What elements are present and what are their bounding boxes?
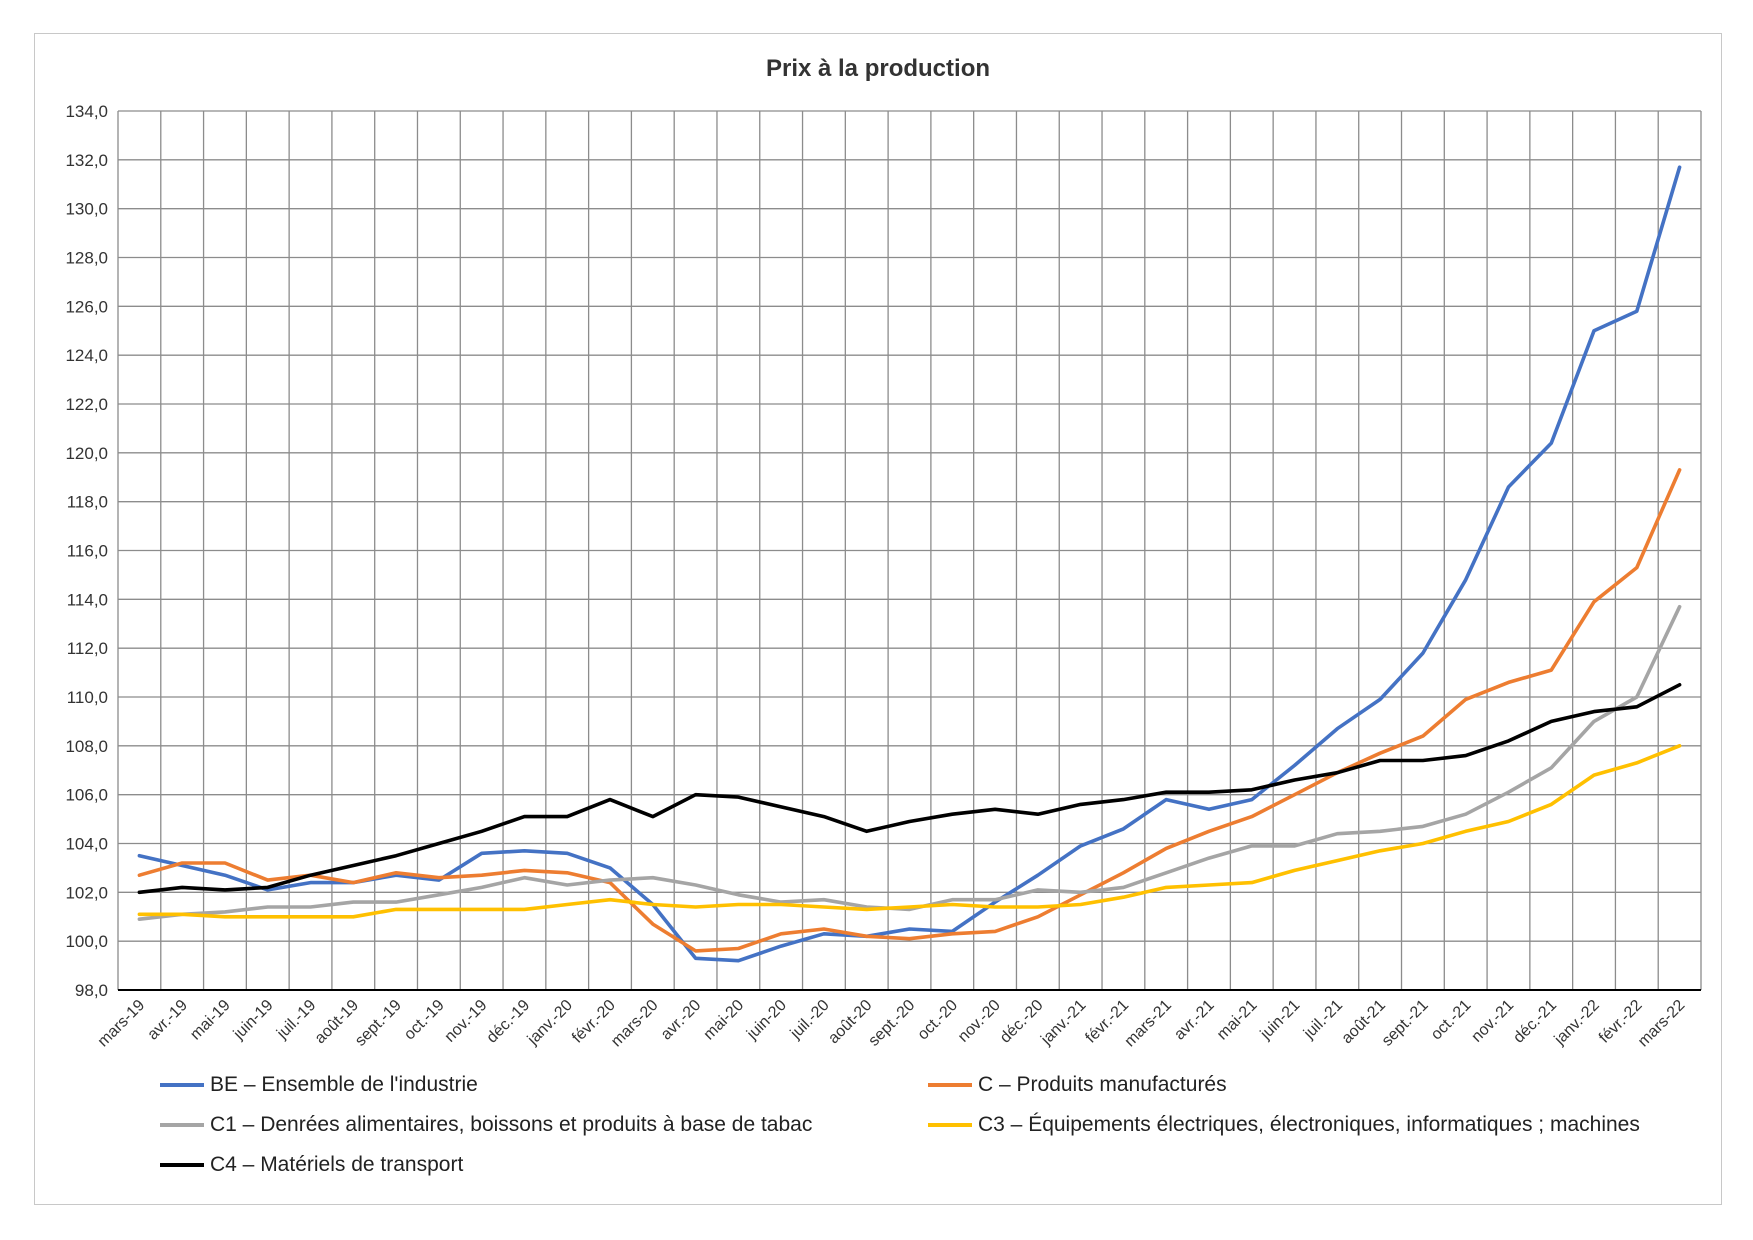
series-layer xyxy=(137,165,1682,963)
x-tick-label: oct.-20 xyxy=(914,997,961,1044)
x-tick-label: avr.-21 xyxy=(1171,997,1218,1044)
y-tick-label: 108,0 xyxy=(65,737,108,756)
y-tick-label: 112,0 xyxy=(67,639,108,658)
x-tick-label: déc.-19 xyxy=(484,997,534,1047)
y-tick-label: 100,0 xyxy=(65,932,108,951)
legend-label: C4 – Matériels de transport xyxy=(210,1153,464,1176)
x-axis-ticks: mars-19avr.-19mai-19juin-19juil.-19août-… xyxy=(95,997,1689,1051)
x-tick-label: mai-19 xyxy=(187,997,234,1044)
x-tick-label: nov.-20 xyxy=(955,997,1004,1046)
x-tick-label: mars-19 xyxy=(95,997,149,1051)
x-tick-label: janv.-22 xyxy=(1551,997,1603,1049)
legend-item-0: BE – Ensemble de l'industrie xyxy=(160,1073,478,1097)
y-tick-label: 130,0 xyxy=(65,200,108,219)
legend-label: C1 – Denrées alimentaires, boissons et p… xyxy=(210,1113,813,1136)
x-tick-label: juin-19 xyxy=(230,997,277,1044)
legend-item-2: C1 – Denrées alimentaires, boissons et p… xyxy=(160,1113,812,1137)
legend-label: C3 – Équipements électriques, électroniq… xyxy=(978,1113,1640,1136)
series-line-2 xyxy=(137,604,1682,922)
x-tick-label: déc.-21 xyxy=(1510,997,1560,1047)
x-tick-label: janv.-20 xyxy=(524,997,576,1049)
chart-frame xyxy=(34,33,1722,1205)
x-tick-label: nov.-21 xyxy=(1468,997,1517,1046)
legend-item-4: C4 – Matériels de transport xyxy=(160,1153,463,1177)
x-tick-label: mars-21 xyxy=(1122,997,1176,1051)
x-tick-label: juin-20 xyxy=(743,997,790,1044)
x-tick-label: sept.-21 xyxy=(1379,997,1432,1050)
y-tick-label: 106,0 xyxy=(65,786,108,805)
series-line-1 xyxy=(137,468,1682,953)
y-tick-label: 134,0 xyxy=(65,102,108,121)
x-tick-label: janv.-21 xyxy=(1037,997,1089,1049)
legend-item-3: C3 – Équipements électriques, électroniq… xyxy=(928,1113,1640,1137)
legend-label: BE – Ensemble de l'industrie xyxy=(210,1073,478,1096)
y-tick-label: 126,0 xyxy=(65,297,108,316)
x-tick-label: sept.-19 xyxy=(352,997,405,1050)
x-tick-label: avr.-19 xyxy=(144,997,191,1044)
y-tick-label: 102,0 xyxy=(65,883,108,902)
x-tick-label: déc.-20 xyxy=(997,997,1047,1047)
y-tick-label: 116,0 xyxy=(67,542,108,561)
legend-label: C – Produits manufacturés xyxy=(978,1073,1227,1096)
x-tick-label: sept.-20 xyxy=(865,997,918,1050)
x-tick-label: oct.-21 xyxy=(1428,997,1475,1044)
legend-swatch xyxy=(928,1083,972,1087)
x-tick-label: nov.-19 xyxy=(442,997,491,1046)
x-tick-label: avr.-20 xyxy=(658,997,705,1044)
x-tick-label: mars-22 xyxy=(1635,997,1689,1051)
x-tick-label: mai-20 xyxy=(701,997,748,1044)
y-tick-label: 122,0 xyxy=(65,395,108,414)
legend-swatch xyxy=(928,1123,972,1127)
legend-swatch xyxy=(160,1123,204,1127)
y-tick-label: 114,0 xyxy=(67,590,108,609)
y-tick-label: 110,0 xyxy=(67,688,108,707)
legend-swatch xyxy=(160,1163,204,1167)
series-line-3 xyxy=(137,743,1682,919)
x-tick-label: juin-21 xyxy=(1257,997,1304,1044)
y-tick-label: 124,0 xyxy=(65,346,108,365)
y-tick-label: 118,0 xyxy=(67,493,108,512)
y-tick-label: 104,0 xyxy=(65,835,108,854)
series-line-0 xyxy=(137,165,1682,963)
x-tick-label: mars-20 xyxy=(608,997,662,1051)
legend-swatch xyxy=(160,1083,204,1087)
y-tick-label: 132,0 xyxy=(65,151,108,170)
y-axis-ticks: 98,0 100,0 102,0 104,0 106,0 108,0 110,0 112,0 1… xyxy=(65,102,108,1000)
y-tick-label: 128,0 xyxy=(65,249,108,268)
y-tick-label: 120,0 xyxy=(65,444,108,463)
x-tick-label: mai-21 xyxy=(1214,997,1261,1044)
series-line-4 xyxy=(137,682,1682,895)
grid-layer xyxy=(117,110,1702,991)
y-tick-label: 98,0 xyxy=(75,981,108,1000)
legend-item-1: C – Produits manufacturés xyxy=(928,1073,1227,1097)
x-tick-label: oct.-19 xyxy=(401,997,448,1044)
chart-title: Prix à la production xyxy=(766,55,990,82)
